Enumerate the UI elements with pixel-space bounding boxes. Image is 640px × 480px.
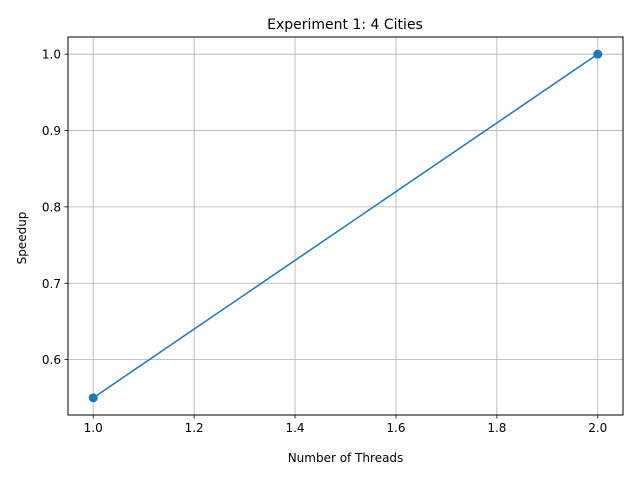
series-layer: [88, 49, 603, 403]
x-tick-label: 1.4: [285, 421, 304, 435]
plot-frame: [67, 36, 624, 416]
y-tick-label: 0.6: [42, 353, 61, 367]
x-tick-label: 1.6: [386, 421, 405, 435]
y-tick-label: 0.8: [42, 200, 61, 214]
x-tick-label: 1.0: [84, 421, 103, 435]
data-point: [593, 49, 603, 59]
grid: [68, 37, 623, 415]
x-tick-label: 1.2: [185, 421, 204, 435]
x-tick-label: 2.0: [588, 421, 607, 435]
chart-title: Experiment 1: 4 Cities: [267, 17, 423, 33]
y-tick-label: 0.9: [42, 124, 61, 138]
y-axis-label: Speedup: [15, 212, 29, 265]
x-axis-ticks: 1.0 1.2 1.4 1.6 1.8 2.0: [84, 415, 607, 435]
y-tick-label: 0.7: [42, 277, 61, 291]
x-axis-label: Number of Threads: [288, 451, 404, 465]
data-point: [88, 393, 98, 403]
series-line: [92, 53, 599, 399]
y-tick-label: 1.0: [42, 48, 61, 62]
x-tick-label: 1.8: [487, 421, 506, 435]
y-axis-ticks: 0.6 0.7 0.8 0.9 1.0: [42, 48, 68, 367]
